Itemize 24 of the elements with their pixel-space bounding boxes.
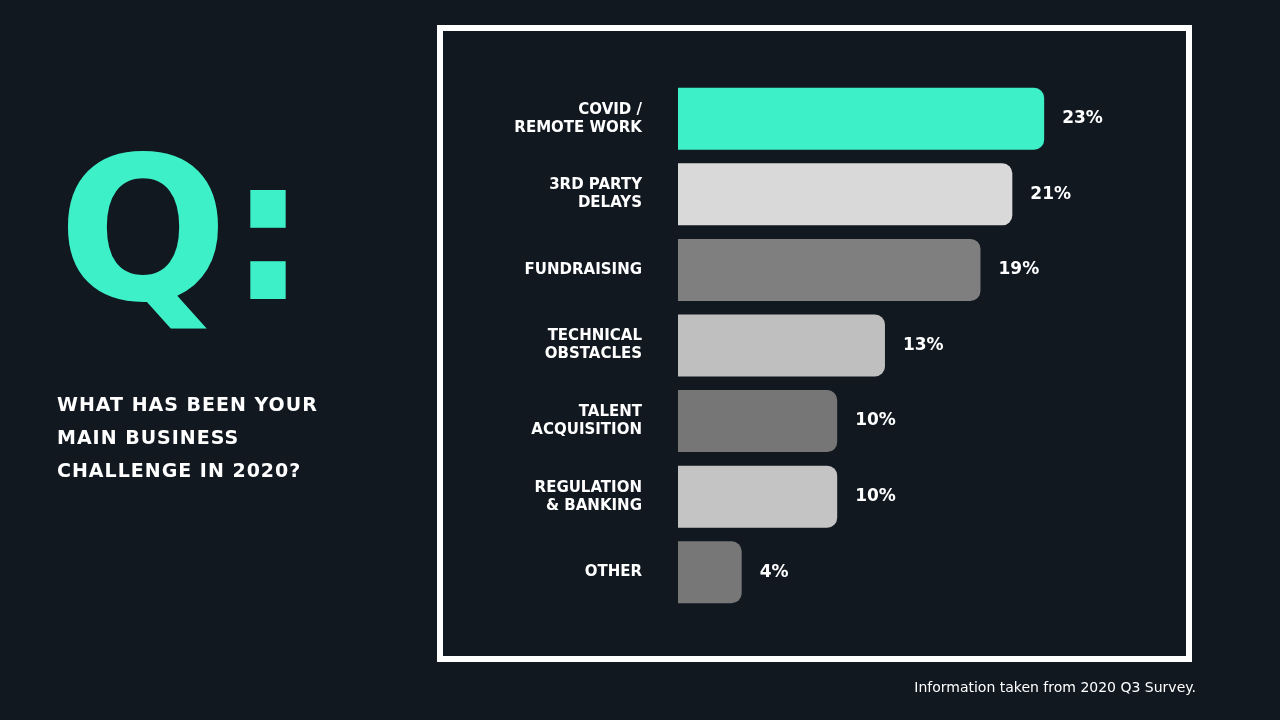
y-tick-label: REGULATION & BANKING — [534, 477, 642, 514]
y-tick-label: 3RD PARTY DELAYS — [549, 175, 644, 212]
text: Q: — [58, 113, 308, 346]
y-tick-label: OTHER — [584, 562, 643, 581]
bar — [678, 390, 838, 453]
data-label: 13% — [902, 333, 944, 354]
data-label: 21% — [1030, 182, 1072, 203]
y-tick-label: TECHNICAL OBSTACLES — [544, 326, 643, 363]
y-tick-label: COVID / REMOTE WORK — [514, 99, 644, 136]
bar — [678, 541, 742, 604]
text: WHAT HAS BEEN YOUR MAIN BUSINESS CHALLENGE IN 2020? — [57, 392, 319, 483]
text: Information taken from 2020 Q3 Survey. — [914, 679, 1196, 695]
bar — [678, 238, 981, 301]
y-tick-label: TALENT ACQUISITION — [531, 401, 643, 438]
data-label: 10% — [855, 409, 896, 430]
bar — [678, 163, 1013, 226]
y-tick-label: FUNDRAISING — [524, 259, 642, 278]
data-label: 10% — [855, 485, 896, 506]
data-label: 4% — [759, 560, 789, 581]
data-label: 19% — [998, 258, 1040, 279]
bar — [678, 314, 885, 377]
bar — [678, 87, 1045, 150]
data-label: 23% — [1062, 107, 1103, 128]
bar — [678, 465, 838, 528]
